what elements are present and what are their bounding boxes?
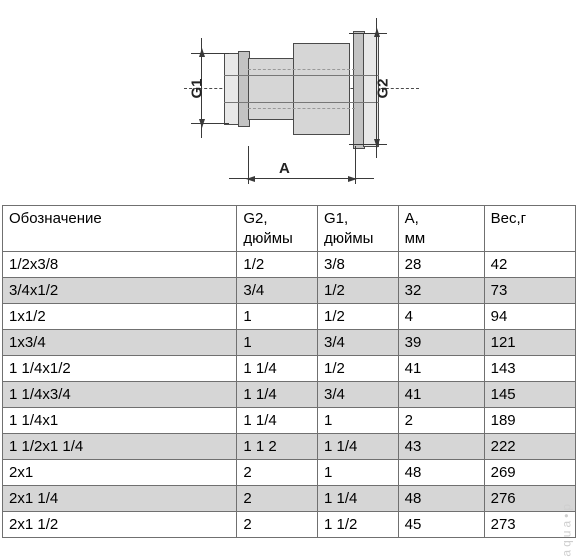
cell-a: 43: [398, 434, 484, 460]
col-header-g1: G1,дюймы: [317, 206, 398, 252]
fitting-body: [224, 33, 379, 153]
cell-g2: 1 1/4: [237, 356, 318, 382]
cell-weight: 42: [484, 252, 575, 278]
cell-a: 4: [398, 304, 484, 330]
table-row: 2x1 1/221 1/245273: [3, 512, 576, 538]
cell-g1: 1: [317, 408, 398, 434]
cell-g2: 1 1/4: [237, 408, 318, 434]
cell-weight: 276: [484, 486, 575, 512]
cell-a: 48: [398, 460, 484, 486]
cell-a: 45: [398, 512, 484, 538]
cell-designation: 1/2x3/8: [3, 252, 237, 278]
table-row: 2x1 1/421 1/448276: [3, 486, 576, 512]
table-row: 1 1/4x3/41 1/43/441145: [3, 382, 576, 408]
cell-designation: 1 1/4x1/2: [3, 356, 237, 382]
cell-g2: 2: [237, 486, 318, 512]
col-header-a: A,мм: [398, 206, 484, 252]
dim-g1-label: G1: [189, 78, 206, 98]
cell-a: 2: [398, 408, 484, 434]
cell-weight: 273: [484, 512, 575, 538]
col-header-weight: Вес,г: [484, 206, 575, 252]
cell-designation: 3/4x1/2: [3, 278, 237, 304]
table-row: 1 1/4x11 1/41 2189: [3, 408, 576, 434]
cell-a: 32: [398, 278, 484, 304]
table-row: 1/2x3/81/23/82842: [3, 252, 576, 278]
cell-designation: 2x1: [3, 460, 237, 486]
spec-table: Обозначение G2,дюймы G1,дюймы A,мм Вес,г…: [2, 205, 576, 538]
cell-a: 39: [398, 330, 484, 356]
cell-g1: 1/2: [317, 304, 398, 330]
cell-g2: 1 1 2: [237, 434, 318, 460]
dim-a-label: A: [279, 160, 290, 177]
cell-g1: 1 1/2: [317, 512, 398, 538]
cell-g1: 1/2: [317, 278, 398, 304]
cell-designation: 2x1 1/4: [3, 486, 237, 512]
bore-lines-outer: [248, 69, 355, 109]
dim-g2-ext-top: [349, 33, 387, 34]
cell-g1: 3/4: [317, 382, 398, 408]
cell-g2: 3/4: [237, 278, 318, 304]
table-row: 3/4x1/23/41/23273: [3, 278, 576, 304]
cell-g1: 1: [317, 460, 398, 486]
cell-g1: 1 1/4: [317, 486, 398, 512]
cell-designation: 1 1/4x1: [3, 408, 237, 434]
cell-g1: 3/4: [317, 330, 398, 356]
cell-weight: 121: [484, 330, 575, 356]
cell-weight: 189: [484, 408, 575, 434]
table-row: 1 1/2x1 1/41 1 21 1/443222: [3, 434, 576, 460]
fitting-diagram: G1 G2 A: [159, 8, 419, 198]
cell-designation: 1 1/4x3/4: [3, 382, 237, 408]
table-row: 2x12148269: [3, 460, 576, 486]
dim-g1-ext-bottom: [191, 123, 229, 124]
cell-g2: 1: [237, 304, 318, 330]
cell-g2: 1: [237, 330, 318, 356]
table-row: 1x1/211/2 494: [3, 304, 576, 330]
cell-designation: 1x1/2: [3, 304, 237, 330]
table-body: 1/2x3/81/23/828423/4x1/23/41/232731x1/21…: [3, 252, 576, 538]
cell-g2: 1 1/4: [237, 382, 318, 408]
cell-g2: 2: [237, 460, 318, 486]
dim-a-line: [229, 178, 374, 179]
cell-designation: 1 1/2x1 1/4: [3, 434, 237, 460]
diagram-area: G1 G2 A: [0, 0, 578, 205]
cell-weight: 145: [484, 382, 575, 408]
cell-weight: 73: [484, 278, 575, 304]
cell-g1: 3/8: [317, 252, 398, 278]
dim-g1-ext-top: [191, 53, 229, 54]
cell-designation: 2x1 1/2: [3, 512, 237, 538]
dim-g2-ext-bottom: [349, 144, 387, 145]
table-row: 1x3/413/439121: [3, 330, 576, 356]
cell-g1: 1/2: [317, 356, 398, 382]
cell-weight: 143: [484, 356, 575, 382]
table-header-row: Обозначение G2,дюймы G1,дюймы A,мм Вес,г: [3, 206, 576, 252]
cell-designation: 1x3/4: [3, 330, 237, 356]
cell-a: 28: [398, 252, 484, 278]
dim-g2-label: G2: [374, 78, 391, 98]
col-header-designation: Обозначение: [3, 206, 237, 252]
cell-weight: 222: [484, 434, 575, 460]
cell-a: 41: [398, 382, 484, 408]
cell-weight: 94: [484, 304, 575, 330]
cell-weight: 269: [484, 460, 575, 486]
cell-g1: 1 1/4: [317, 434, 398, 460]
cell-g2: 1/2: [237, 252, 318, 278]
cell-a: 48: [398, 486, 484, 512]
cell-a: 41: [398, 356, 484, 382]
table-row: 1 1/4x1/21 1/41/241143: [3, 356, 576, 382]
cell-g2: 2: [237, 512, 318, 538]
col-header-g2: G2,дюймы: [237, 206, 318, 252]
